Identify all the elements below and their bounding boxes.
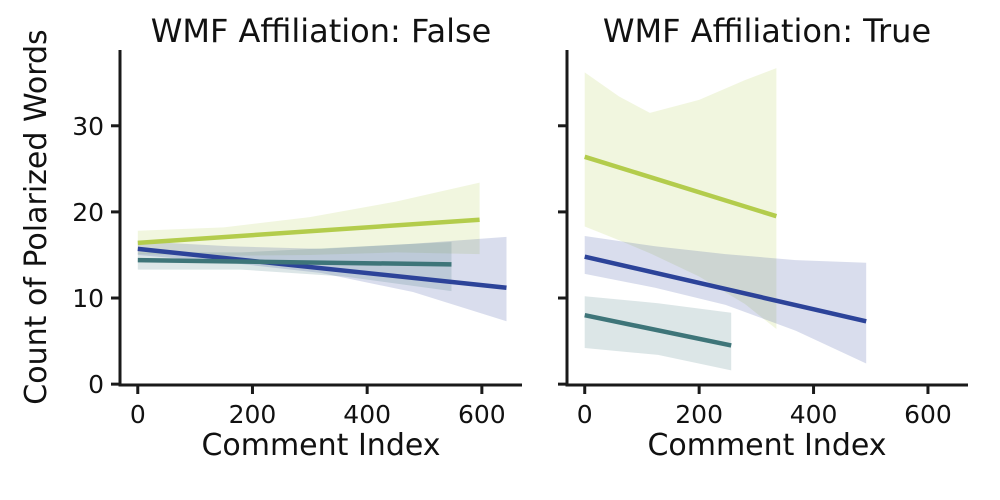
confidence-band-teal: [584, 296, 732, 371]
y-tick-label: 0: [88, 370, 104, 399]
trend-line-teal: [584, 312, 732, 348]
x-tick-label: 200: [675, 400, 723, 429]
x-tick-label: 600: [904, 400, 952, 429]
confidence-band-dark-blue: [584, 236, 867, 364]
trend-line-teal: [137, 257, 452, 267]
trend-line-dark-blue: [584, 254, 867, 324]
y-tick-label: 30: [72, 112, 104, 141]
y-axis-label: Count of Polarized Words: [19, 29, 54, 404]
trend-line-yellow-green: [137, 217, 480, 246]
x-axis-label-left: Comment Index: [201, 428, 440, 463]
x-tick-label: 600: [458, 400, 506, 429]
right-subplot: 0 200 400 600: [558, 50, 968, 429]
right-subplot-title: WMF Affiliation: True: [603, 12, 931, 50]
trend-line-dark-blue: [137, 246, 507, 290]
y-tick-label: 10: [72, 284, 104, 313]
left-subplot: 0 200 400 600 0 10 20 30: [72, 50, 522, 429]
x-tick-label: 0: [577, 400, 593, 429]
x-axis-label-right: Comment Index: [647, 428, 886, 463]
x-tick-label: 0: [130, 400, 146, 429]
trend-line-yellow-green: [584, 154, 778, 219]
x-tick-label: 200: [229, 400, 277, 429]
left-subplot-title: WMF Affiliation: False: [151, 12, 492, 50]
confidence-band-yellow-green: [584, 68, 777, 329]
x-tick-label: 400: [790, 400, 838, 429]
x-tick-label: 400: [343, 400, 391, 429]
y-tick-label: 20: [72, 198, 104, 227]
